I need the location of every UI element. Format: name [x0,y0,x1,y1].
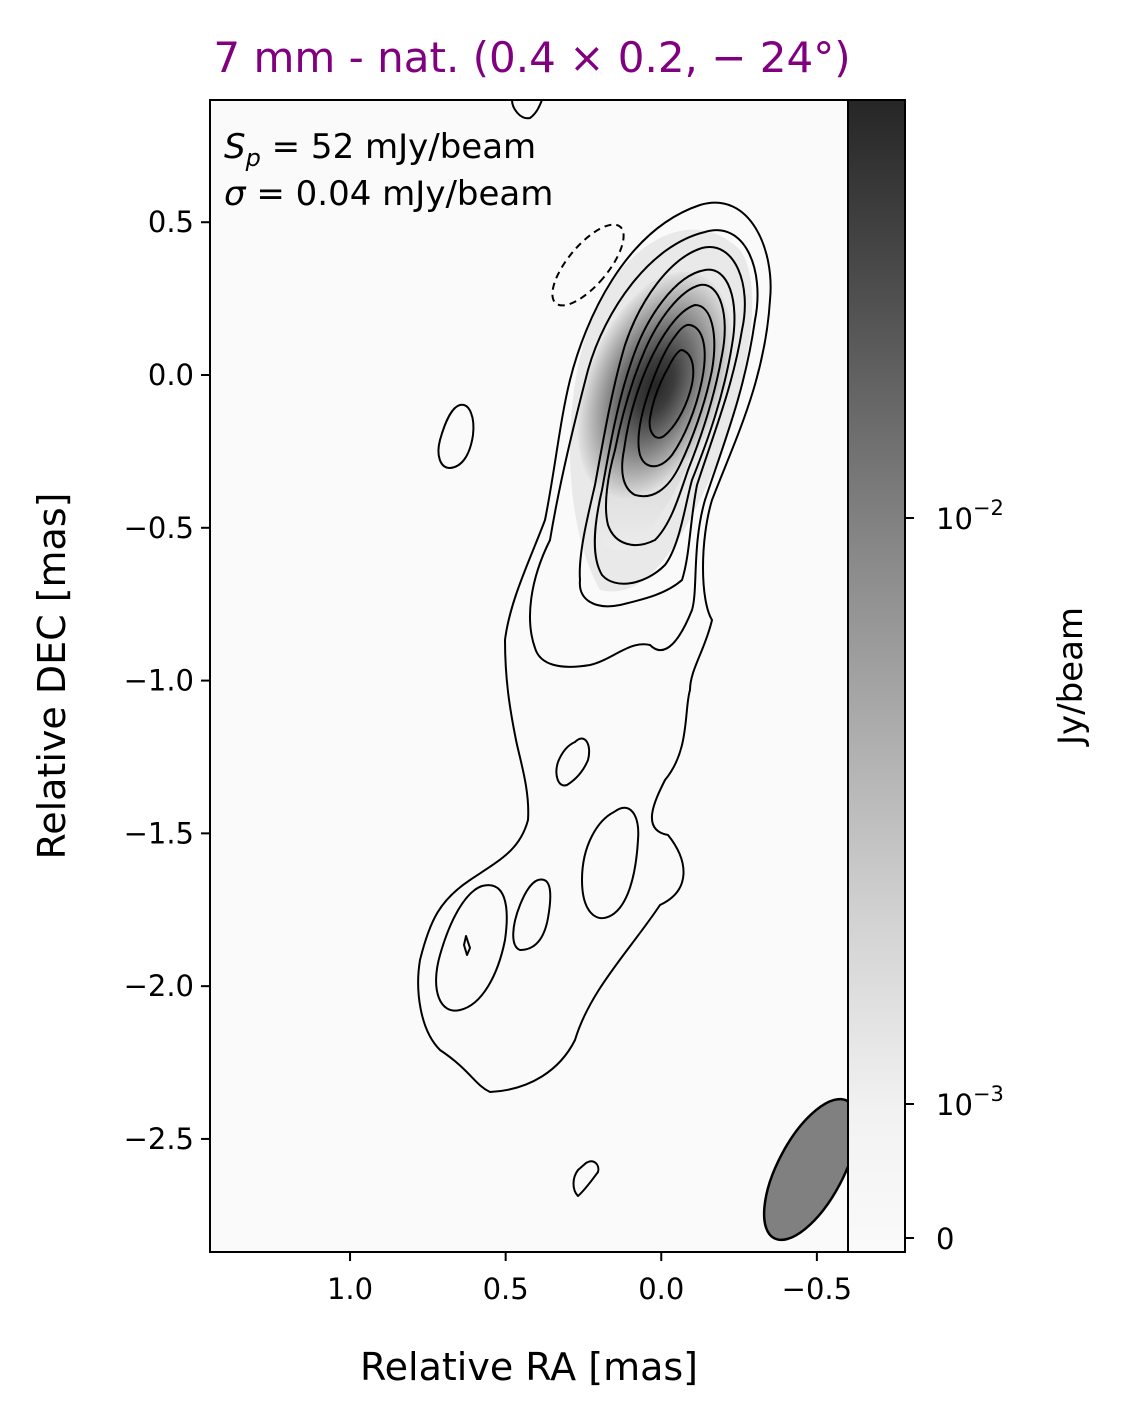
contour-level [555,737,591,787]
colorbar-frame [847,99,906,1253]
y-tick-label: −1.5 [124,816,194,850]
colorbar-label: Jy/beam [1051,607,1091,747]
x-tick-label: 0.5 [483,1272,529,1306]
y-tick-label: 0.0 [148,358,194,392]
contour-level [511,100,543,120]
x-tick-label: 0.0 [638,1272,684,1306]
peak-flux-annotation: Sp = 52 mJy/beam [224,127,536,172]
colorbar-tick-label: 10−2 [936,496,1004,536]
negative-contour [551,223,625,307]
chart-title: 7 mm - nat. (0.4 × 0.2, − 24°) [213,33,850,82]
colorbar [848,100,905,1252]
contour-level [572,1160,600,1197]
x-axis-label: Relative RA [mas] [360,1345,698,1389]
x-tick-label: −0.5 [782,1272,852,1306]
map-background [210,100,848,1252]
intensity-map [210,100,848,1252]
contour-level [648,349,695,439]
contour-level [578,246,746,608]
y-axis-ticks: 0.5 0.0 −0.5 −1.0 −1.5 −2.0 −2.5 [124,205,210,1156]
x-axis-ticks: 1.0 0.5 0.0 −0.5 [327,1252,852,1306]
contour-level [437,403,475,469]
y-axis-label: Relative DEC [mas] [30,493,74,860]
contour-level [621,304,716,498]
x-tick-label: 1.0 [327,1272,373,1306]
contour-lines [417,100,772,1197]
colorbar-tick-label: 0 [936,1222,954,1256]
contour-level [605,283,726,546]
colorbar-ticks: 10−2 10−3 0 [905,496,1004,1256]
contour-level [593,268,736,585]
contour-level [581,806,640,920]
colorbar-tick-label: 10−3 [936,1082,1004,1122]
y-tick-label: 0.5 [148,205,194,239]
contour-level [435,884,508,1012]
y-tick-label: −2.5 [124,1122,194,1156]
y-tick-label: −2.0 [124,969,194,1003]
rms-annotation: σ = 0.04 mJy/beam [224,174,553,214]
contour-level [463,935,471,956]
contour-level [529,229,759,668]
y-tick-label: −1.0 [124,664,194,698]
contour-level [512,878,552,951]
contour-level [637,323,706,468]
contour-level [417,201,772,1093]
y-tick-label: −0.5 [124,511,194,545]
